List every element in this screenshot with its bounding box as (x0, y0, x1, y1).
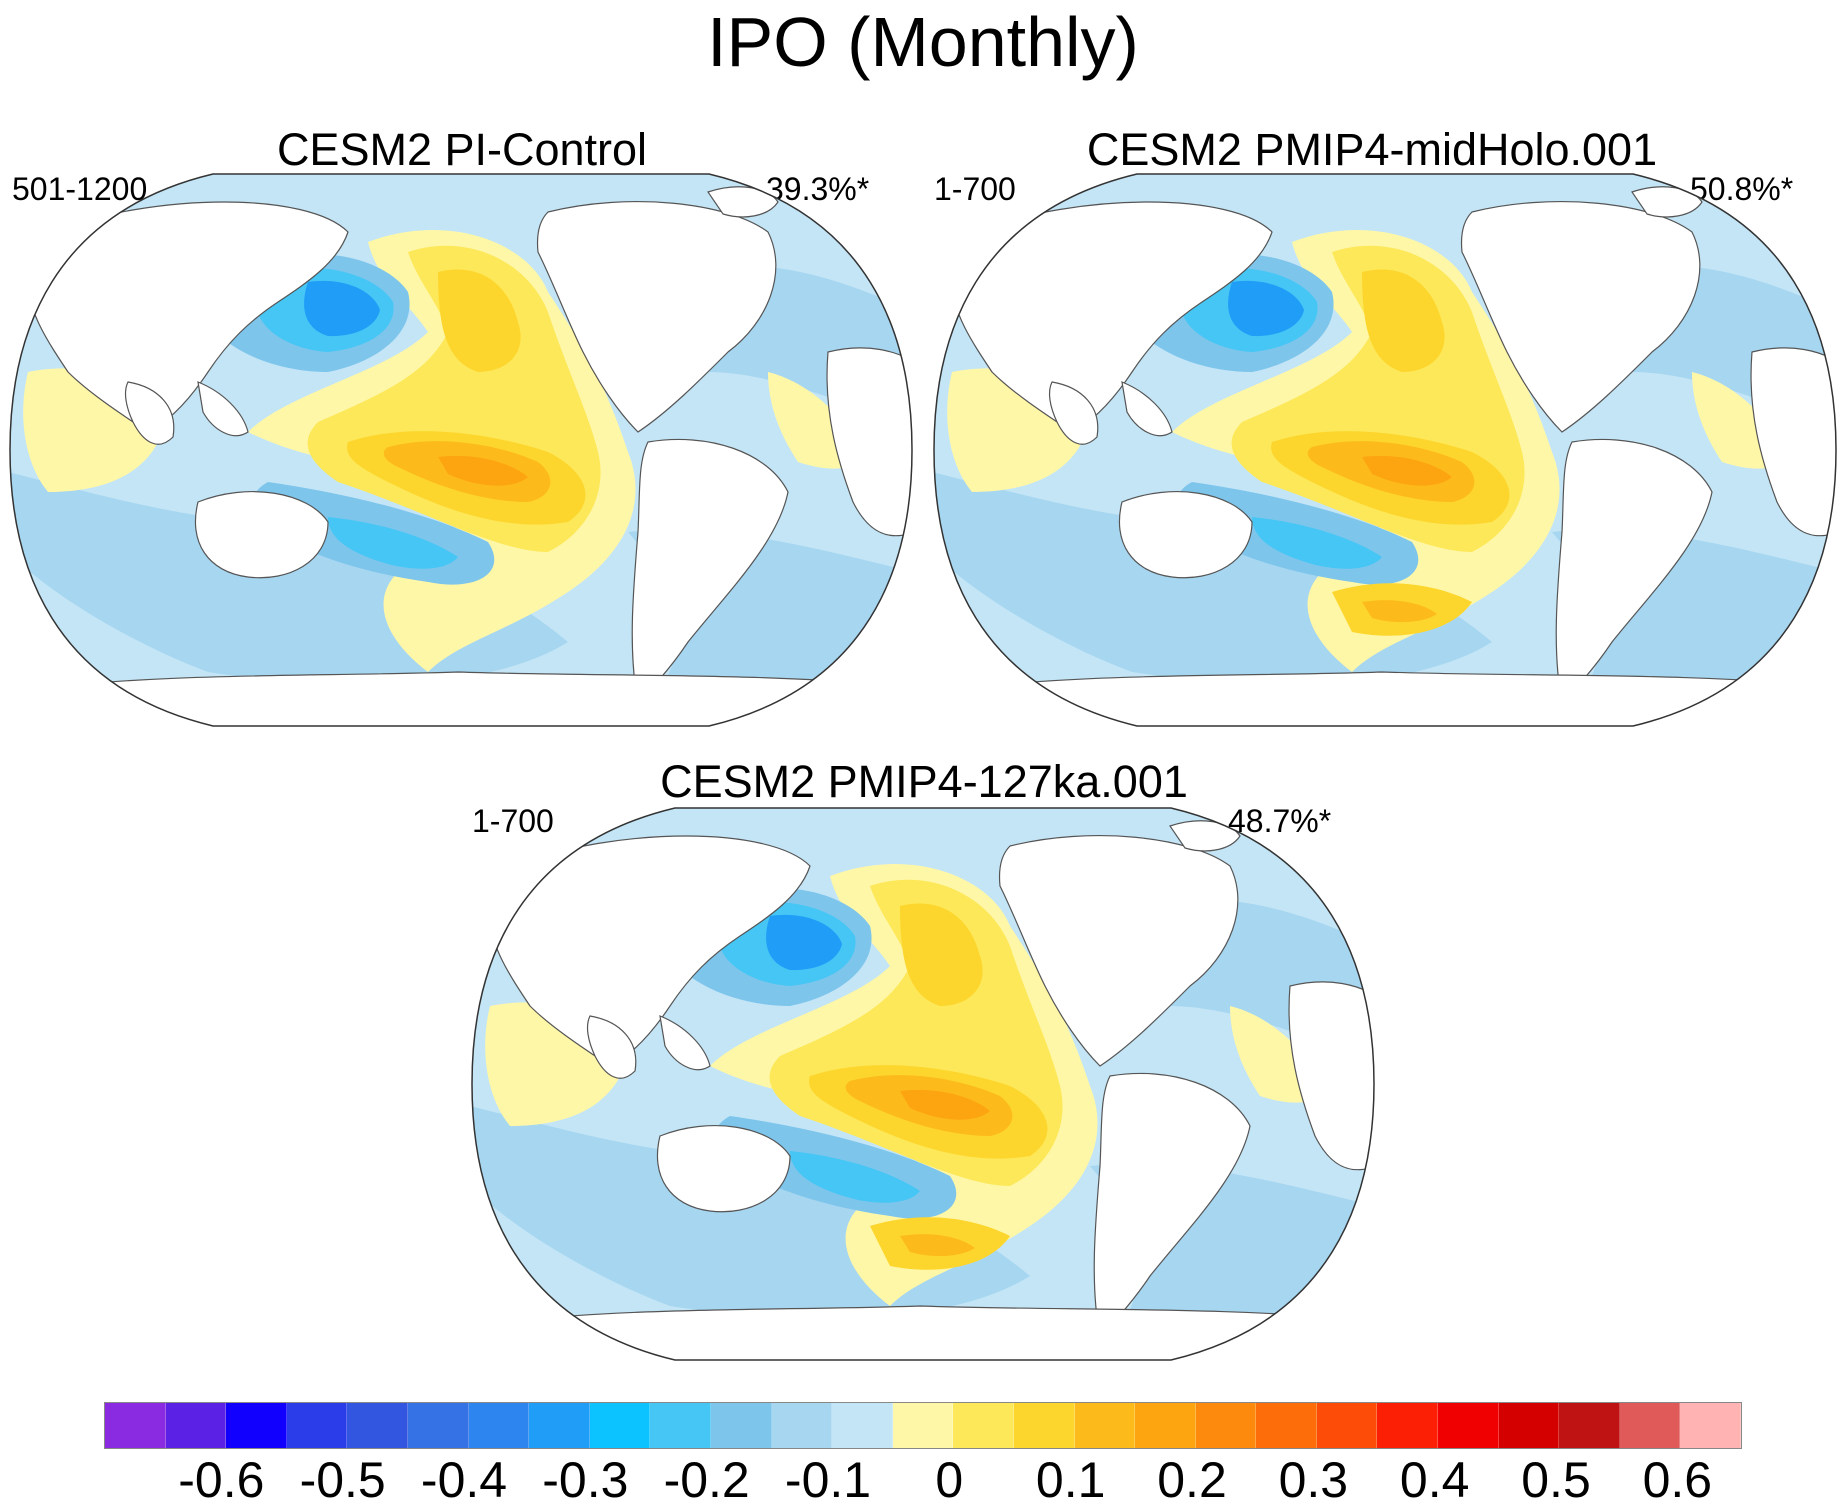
colorbar-swatch-2 (226, 1403, 287, 1448)
colorbar-swatch-5 (407, 1403, 469, 1448)
eq-pacific-warm-peak (900, 1089, 990, 1120)
map-field (10, 174, 912, 726)
panel-title-127ka: CESM2 PMIP4-127ka.001 (660, 756, 1188, 807)
sw-pacific-cold-core (328, 517, 458, 569)
colorbar-tick: 0.2 (1157, 1452, 1227, 1508)
north-pacific-warm-lobe (900, 903, 983, 1006)
colorbar-tick: 0.5 (1521, 1452, 1591, 1508)
land-india (1048, 381, 1099, 445)
land-greenland (1169, 820, 1241, 852)
map-frame (933, 173, 1837, 727)
colorbar-tick: 0.1 (1035, 1452, 1106, 1508)
panel-period-midholo: 1-700 (934, 171, 1016, 207)
land-australia (194, 491, 329, 579)
colorbar-swatch-4 (347, 1403, 408, 1448)
colorbar-swatch-11 (771, 1403, 833, 1448)
land-seasia (1121, 381, 1173, 437)
south-pacific-warm-peak (900, 1234, 975, 1257)
colorbar-swatch-23 (1498, 1403, 1560, 1448)
colorbar-tick: -0.6 (178, 1452, 265, 1508)
colorbar (104, 1402, 1742, 1449)
colorbar-labels: -0.6 -0.5 -0.4 -0.3 -0.2 -0.1 0 0.1 0.2 0.3 0.4 0.5… (0, 1452, 1846, 1508)
colorbar-swatch-9 (650, 1403, 711, 1448)
map-frame (471, 807, 1375, 1361)
colorbar-swatch-24 (1559, 1403, 1620, 1448)
map-127ka (471, 807, 1375, 1361)
land-greenland (707, 186, 779, 218)
land-antarctica (934, 671, 1836, 726)
panel-title-midholo: CESM2 PMIP4-midHolo.001 (1086, 124, 1658, 175)
land-greenland (1631, 186, 1703, 218)
colorbar-tick: 0 (935, 1452, 964, 1508)
colorbar-swatch-12 (832, 1403, 893, 1448)
colorbar-swatch-17 (1135, 1403, 1196, 1448)
colorbar-swatch-18 (1195, 1403, 1257, 1448)
land-antarctica (10, 671, 912, 726)
colorbar-swatch-16 (1074, 1403, 1136, 1448)
land-seasia (197, 381, 249, 437)
land-south-america (1555, 438, 1713, 704)
north-pacific-warm-lobe (438, 269, 521, 372)
panel-period-pi-control: 501-1200 (12, 171, 148, 207)
colorbar-tick: 0.6 (1642, 1452, 1713, 1508)
land-seasia (659, 1015, 711, 1071)
land-india (124, 381, 175, 445)
colorbar-tick: 0.3 (1278, 1452, 1349, 1508)
land-africa (1288, 981, 1374, 1171)
land-india (586, 1015, 637, 1079)
colorbar-swatch-0 (105, 1403, 166, 1448)
map-field (472, 808, 1374, 1360)
map-midholo (933, 173, 1837, 727)
land-antarctica (472, 1305, 1374, 1360)
nw-pacific-cold-core (304, 280, 380, 337)
colorbar-tick: -0.2 (663, 1452, 750, 1508)
panel-title-pi-control: CESM2 PI-Control (276, 124, 648, 175)
south-pacific-warm-peak (1362, 600, 1437, 623)
sw-pacific-cold-core (1252, 517, 1382, 569)
land-australia (1118, 491, 1253, 579)
nw-pacific-cold-core (1228, 280, 1304, 337)
nw-pacific-cold-core (766, 914, 842, 971)
colorbar-swatch-7 (529, 1403, 590, 1448)
land-asia (489, 835, 811, 1067)
land-asia (951, 201, 1273, 433)
north-pacific-warm-lobe (1362, 269, 1445, 372)
map-frame (9, 173, 913, 727)
colorbar-tick: -0.1 (784, 1452, 872, 1508)
map-pi-control (9, 173, 913, 727)
panel-variance-127ka: 48.7%* (1228, 803, 1332, 839)
colorbar-swatch-10 (710, 1403, 772, 1448)
colorbar-swatch-3 (286, 1403, 348, 1448)
sw-pacific-cold-core (790, 1151, 920, 1203)
colorbar-swatch-13 (892, 1403, 954, 1448)
colorbar-swatch-22 (1438, 1403, 1499, 1448)
colorbar-tick: 0.4 (1399, 1452, 1470, 1508)
colorbar-swatch-6 (468, 1403, 530, 1448)
land-south-america (1093, 1072, 1251, 1338)
colorbar-swatch-19 (1256, 1403, 1317, 1448)
colorbar-swatch-25 (1619, 1403, 1681, 1448)
land-africa (1750, 347, 1836, 537)
eq-pacific-warm-peak (1362, 455, 1452, 486)
colorbar-swatch-15 (1013, 1403, 1075, 1448)
colorbar-swatch-8 (589, 1403, 651, 1448)
land-asia (27, 201, 349, 433)
land-australia (656, 1125, 791, 1213)
colorbar-tick: -0.3 (542, 1452, 629, 1508)
map-field (934, 174, 1836, 726)
colorbar-swatch-26 (1680, 1403, 1742, 1448)
colorbar-swatch-20 (1316, 1403, 1378, 1448)
colorbar-tick: -0.4 (420, 1452, 508, 1508)
figure-title: IPO (Monthly) (707, 3, 1139, 81)
colorbar-tick: -0.5 (299, 1452, 386, 1508)
land-south-america (631, 438, 789, 704)
colorbar-swatch-21 (1377, 1403, 1439, 1448)
colorbar-swatch-1 (165, 1403, 227, 1448)
eq-pacific-warm-peak (438, 455, 528, 486)
colorbar-swatch-14 (953, 1403, 1014, 1448)
land-africa (826, 347, 912, 537)
panel-period-127ka: 1-700 (472, 803, 554, 839)
